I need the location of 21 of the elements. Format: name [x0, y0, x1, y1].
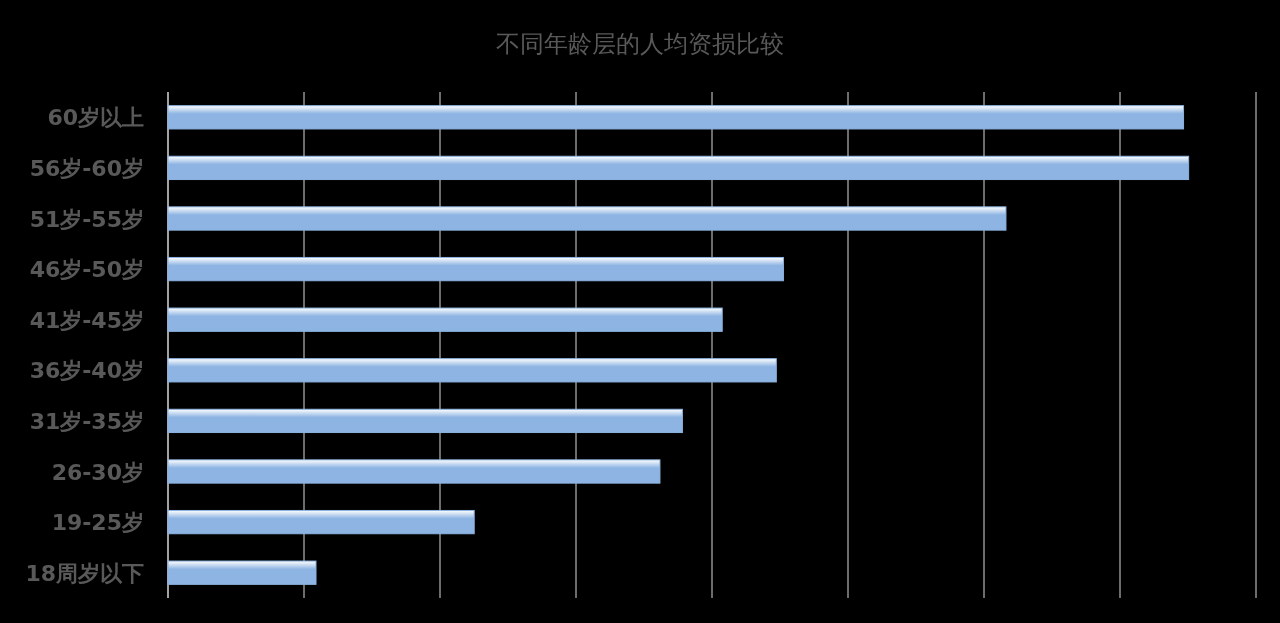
bar	[167, 105, 1185, 130]
y-tick-label: 46岁-50岁	[29, 257, 144, 283]
bar	[167, 256, 784, 282]
bar	[167, 206, 1007, 231]
y-tick-label: 26-30岁	[51, 459, 144, 485]
y-tick-label: 18周岁以下	[25, 560, 144, 586]
bar	[167, 408, 683, 434]
y-tick-label: 60岁以上	[47, 105, 144, 131]
bar	[167, 358, 777, 383]
y-tick-label: 51岁-55岁	[29, 206, 144, 232]
bar	[167, 560, 317, 585]
bar	[167, 509, 475, 535]
y-tick-label: 41岁-45岁	[29, 307, 144, 333]
bar	[167, 307, 723, 332]
y-tick-label: 19-25岁	[51, 510, 144, 536]
y-tick-label: 56岁-60岁	[29, 155, 144, 181]
chart-title: 不同年龄层的人均资损比较	[496, 30, 784, 58]
y-tick-label: 31岁-35岁	[29, 408, 144, 434]
bar	[167, 459, 661, 484]
y-tick-label: 36岁-40岁	[29, 358, 144, 384]
bar	[167, 155, 1190, 181]
